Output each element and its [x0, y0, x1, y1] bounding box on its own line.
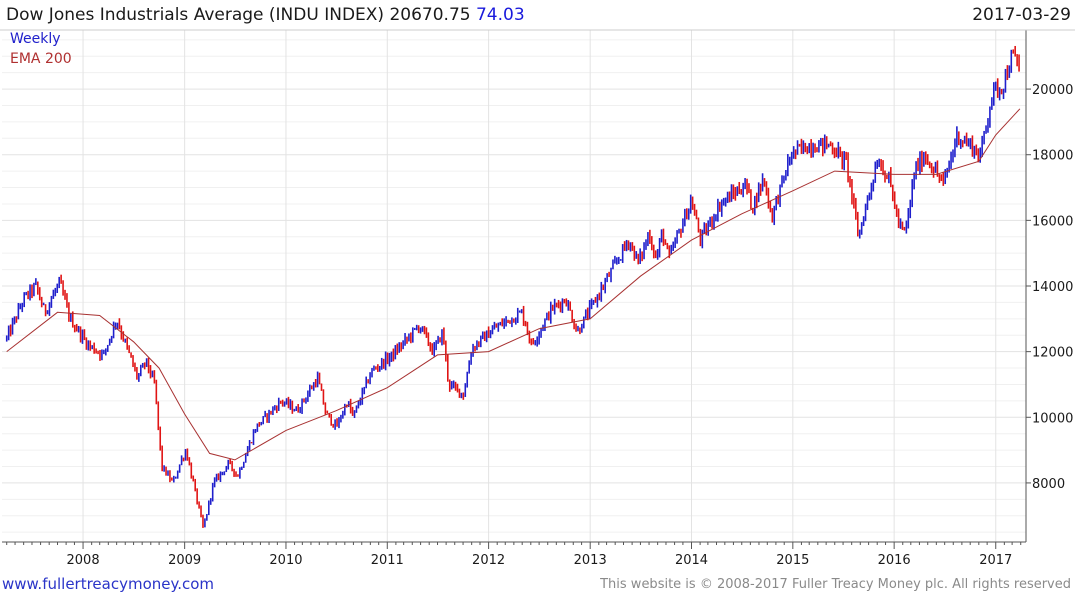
x-tick-label: 2010 — [269, 553, 302, 568]
x-tick-label: 2009 — [168, 553, 201, 568]
x-tick-label: 2008 — [67, 553, 100, 568]
x-tick-label: 2017 — [979, 553, 1012, 568]
y-tick-label: 8000 — [1032, 477, 1065, 492]
y-tick-label: 10000 — [1032, 411, 1073, 426]
chart-header: Dow Jones Industrials Average (INDU INDE… — [0, 0, 1075, 30]
y-tick-label: 18000 — [1032, 149, 1073, 164]
x-tick-labels: 2008 2009 2010 2011 2012 2013 2014 2015 2016 2017 — [6, 542, 1022, 568]
website-link[interactable]: www.fullertreacymoney.com — [2, 575, 215, 593]
change-value: 74.03 — [475, 5, 525, 25]
x-tick-label: 2013 — [574, 553, 607, 568]
weekly-price-bars — [5, 45, 1020, 528]
ema-200-line — [6, 108, 1021, 461]
y-tick-labels: 8000 10000 12000 14000 16000 18000 20000 — [1026, 83, 1073, 492]
x-tick-label: 2012 — [472, 553, 505, 568]
y-tick-label: 14000 — [1032, 280, 1073, 295]
x-tick-label: 2015 — [776, 553, 809, 568]
title-text: Dow Jones Industrials Average (INDU INDE… — [6, 5, 471, 25]
minor-gridlines — [2, 39, 1026, 533]
major-gridlines — [2, 30, 1026, 542]
y-tick-label: 20000 — [1032, 83, 1073, 98]
legend-ema: EMA 200 — [10, 51, 72, 67]
y-tick-label: 16000 — [1032, 214, 1073, 229]
x-tick-label: 2016 — [878, 553, 911, 568]
y-tick-label: 12000 — [1032, 346, 1073, 361]
chart-title: Dow Jones Industrials Average (INDU INDE… — [6, 5, 525, 25]
x-tick-label: 2011 — [371, 553, 404, 568]
x-tick-label: 2014 — [675, 553, 708, 568]
chart-date: 2017-03-29 — [972, 5, 1071, 25]
legend-weekly: Weekly — [10, 31, 61, 47]
copyright-notice: This website is © 2008-2017 Fuller Treac… — [600, 577, 1071, 592]
